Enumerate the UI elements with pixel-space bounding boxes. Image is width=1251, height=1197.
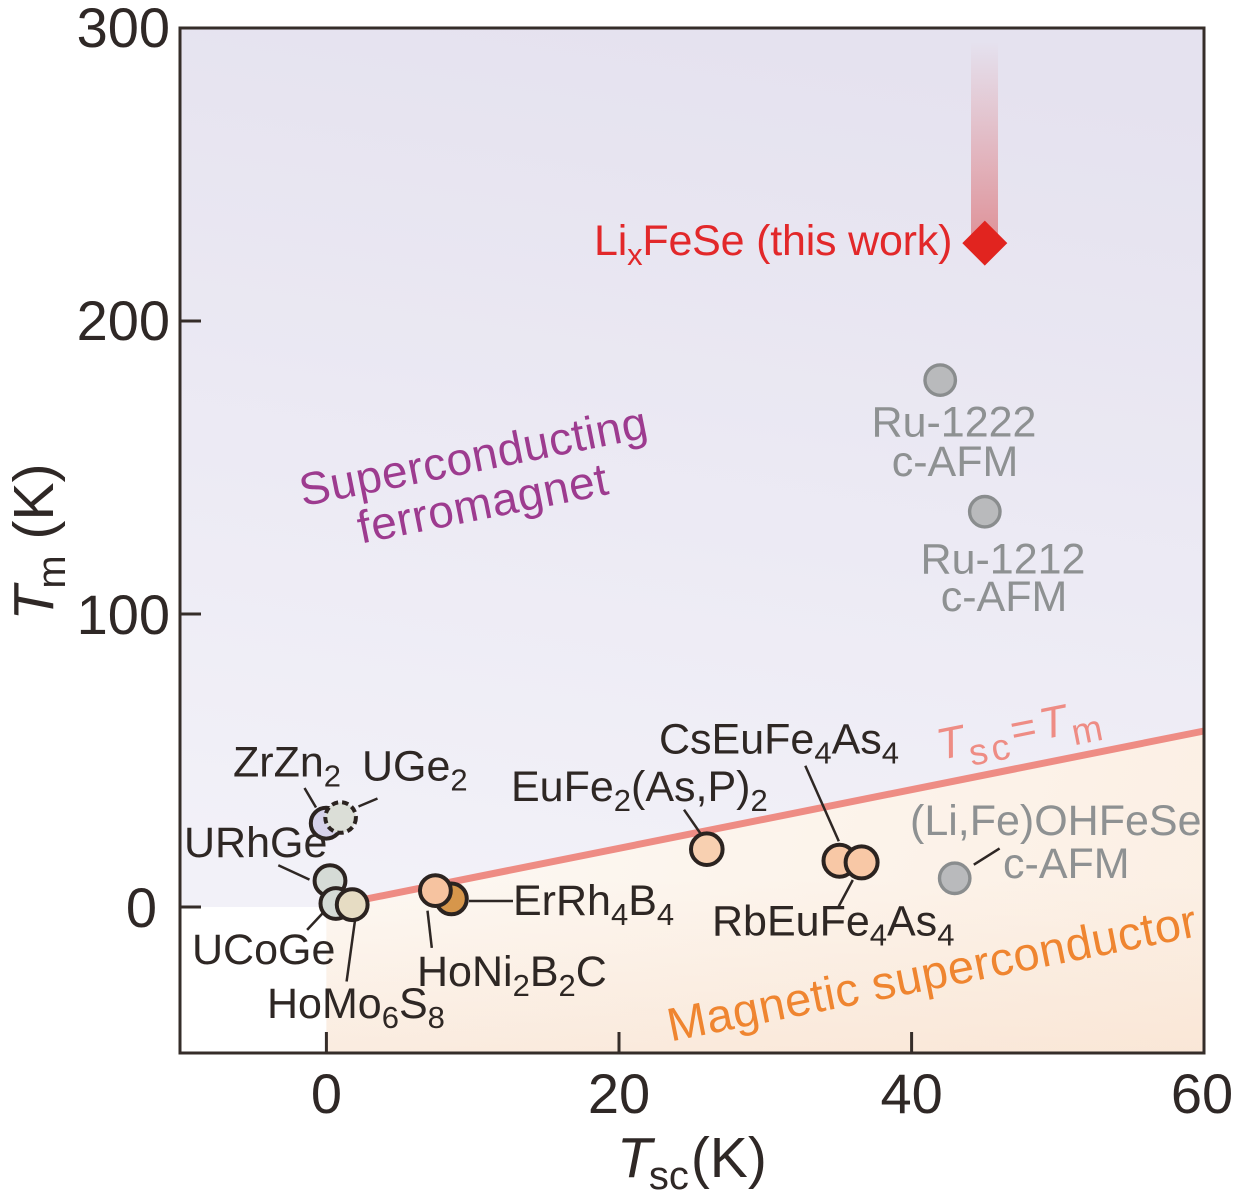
svg-text:EuFe2(As,P)2: EuFe2(As,P)2 [511, 763, 768, 818]
svg-text:RbEuFe4As4: RbEuFe4As4 [712, 898, 954, 953]
svg-text:HoNi2B2C: HoNi2B2C [417, 948, 607, 1003]
svg-text:c-AFM: c-AFM [892, 438, 1019, 486]
svg-text:LixFeSe (this work): LixFeSe (this work) [594, 217, 952, 272]
svg-text:0: 0 [311, 1062, 342, 1125]
svg-text:Ru-1212: Ru-1212 [921, 536, 1086, 584]
svg-text:300: 300 [77, 0, 170, 59]
svg-text:URhGe: URhGe [184, 819, 327, 867]
svg-text:ErRh4B4: ErRh4B4 [513, 877, 674, 932]
svg-text:40: 40 [880, 1062, 942, 1125]
svg-text:200: 200 [77, 289, 170, 352]
svg-text:(Li,Fe)OHFeSe: (Li,Fe)OHFeSe [910, 797, 1202, 845]
svg-text:60: 60 [1171, 1062, 1233, 1125]
svg-text:CsEuFe4As4: CsEuFe4As4 [659, 716, 899, 771]
svg-text:Tm (K): Tm (K) [2, 464, 74, 621]
svg-text:UCoGe: UCoGe [192, 926, 335, 974]
svg-text:20: 20 [588, 1062, 650, 1125]
svg-text:ZrZn2: ZrZn2 [233, 739, 341, 794]
svg-text:c-AFM: c-AFM [1003, 840, 1130, 888]
svg-text:Tsc=Tm: Tsc=Tm [932, 689, 1110, 780]
svg-text:c-AFM: c-AFM [941, 573, 1068, 621]
svg-text:Tsc(K): Tsc(K) [617, 1126, 767, 1197]
svg-text:100: 100 [77, 583, 170, 646]
svg-text:UGe2: UGe2 [362, 743, 468, 798]
svg-text:0: 0 [126, 876, 157, 939]
svg-text:HoMo6S8: HoMo6S8 [267, 980, 445, 1035]
svg-text:Ru-1222: Ru-1222 [872, 399, 1037, 447]
